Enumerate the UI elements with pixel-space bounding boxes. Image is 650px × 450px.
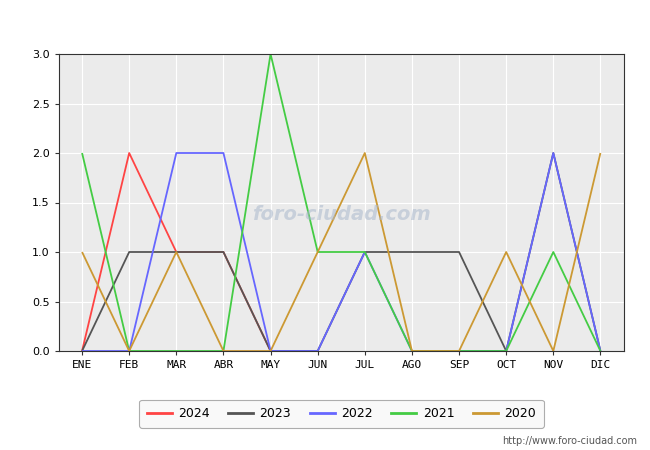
Line: 2022: 2022 xyxy=(82,153,601,351)
Line: 2023: 2023 xyxy=(82,153,601,351)
2020 xyxy=(597,150,604,156)
2023 xyxy=(172,249,180,255)
2023 xyxy=(314,348,322,354)
Line: 2021: 2021 xyxy=(82,54,601,351)
2023 xyxy=(125,249,133,255)
2020 xyxy=(408,348,416,354)
2021 xyxy=(314,249,322,255)
2024 xyxy=(172,249,180,255)
2021 xyxy=(172,348,180,354)
2020 xyxy=(502,249,510,255)
2022 xyxy=(125,348,133,354)
2023 xyxy=(597,348,604,354)
2021 xyxy=(125,348,133,354)
2022 xyxy=(502,348,510,354)
2023 xyxy=(408,249,416,255)
2022 xyxy=(549,150,557,156)
Text: http://www.foro-ciudad.com: http://www.foro-ciudad.com xyxy=(502,436,637,446)
Legend: 2024, 2023, 2022, 2021, 2020: 2024, 2023, 2022, 2021, 2020 xyxy=(139,400,543,428)
2021 xyxy=(78,150,86,156)
Text: foro-ciudad.com: foro-ciudad.com xyxy=(252,205,430,224)
2022 xyxy=(597,348,604,354)
2024 xyxy=(78,348,86,354)
2023 xyxy=(502,348,510,354)
2020 xyxy=(172,249,180,255)
2023 xyxy=(455,249,463,255)
2020 xyxy=(314,249,322,255)
2021 xyxy=(502,348,510,354)
2022 xyxy=(455,348,463,354)
2020 xyxy=(125,348,133,354)
2023 xyxy=(220,249,228,255)
2022 xyxy=(408,348,416,354)
2022 xyxy=(314,348,322,354)
Line: 2020: 2020 xyxy=(82,153,601,351)
2023 xyxy=(266,348,274,354)
2024 xyxy=(220,249,228,255)
2021 xyxy=(408,348,416,354)
2023 xyxy=(549,150,557,156)
2024 xyxy=(125,150,133,156)
2020 xyxy=(361,150,369,156)
2020 xyxy=(455,348,463,354)
2021 xyxy=(549,249,557,255)
2022 xyxy=(172,150,180,156)
2022 xyxy=(220,150,228,156)
Text: Matriculaciones de Vehiculos en Gallifa: Matriculaciones de Vehiculos en Gallifa xyxy=(168,13,482,28)
2021 xyxy=(455,348,463,354)
2021 xyxy=(266,51,274,57)
2023 xyxy=(361,249,369,255)
2023 xyxy=(78,348,86,354)
2020 xyxy=(78,249,86,255)
2022 xyxy=(266,348,274,354)
2022 xyxy=(78,348,86,354)
2020 xyxy=(549,348,557,354)
2021 xyxy=(220,348,228,354)
2021 xyxy=(597,348,604,354)
2024 xyxy=(266,348,274,354)
Line: 2024: 2024 xyxy=(82,153,270,351)
2022 xyxy=(361,249,369,255)
2020 xyxy=(220,348,228,354)
2020 xyxy=(266,348,274,354)
2021 xyxy=(361,249,369,255)
